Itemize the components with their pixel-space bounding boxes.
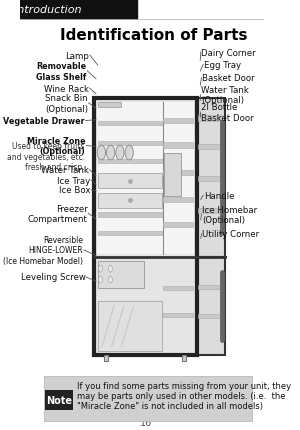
- Bar: [98, 301, 162, 351]
- Bar: [198, 145, 222, 150]
- Bar: [98, 261, 144, 288]
- Circle shape: [106, 146, 115, 160]
- Bar: [198, 208, 222, 213]
- Text: Water Tank: Water Tank: [41, 166, 89, 175]
- Bar: [164, 313, 193, 318]
- Bar: [164, 198, 193, 203]
- Text: Snack Bin
(Optional): Snack Bin (Optional): [45, 94, 88, 114]
- Circle shape: [108, 276, 112, 283]
- Bar: [98, 141, 162, 146]
- Text: Utility Corner: Utility Corner: [202, 230, 259, 239]
- Circle shape: [99, 266, 103, 273]
- Bar: [164, 154, 181, 197]
- Text: Handle: Handle: [204, 191, 234, 200]
- Text: Lamp: Lamp: [65, 52, 89, 60]
- Text: 2l Bottle
Basket Door: 2l Bottle Basket Door: [202, 103, 254, 123]
- Text: Miracle Zone
(Optional): Miracle Zone (Optional): [27, 136, 86, 156]
- Bar: [98, 176, 162, 181]
- Text: Introduction: Introduction: [15, 5, 83, 15]
- Text: If you find some parts missing from your unit, they
may be parts only used in ot: If you find some parts missing from your…: [77, 381, 291, 411]
- Text: Ice Homebar
(Optional): Ice Homebar (Optional): [202, 205, 257, 225]
- Bar: [98, 102, 121, 108]
- Bar: [182, 355, 186, 361]
- Text: Vegetable Drawer: Vegetable Drawer: [3, 117, 85, 126]
- Bar: [94, 99, 196, 355]
- Circle shape: [116, 146, 124, 160]
- Text: Water Tank
(Optional): Water Tank (Optional): [202, 86, 249, 105]
- Bar: [198, 176, 222, 181]
- Bar: [196, 99, 225, 258]
- Bar: [98, 122, 162, 126]
- Text: Freezer
Compartment: Freezer Compartment: [28, 204, 87, 224]
- Circle shape: [125, 146, 133, 160]
- Bar: [164, 286, 193, 291]
- Text: Basket Door: Basket Door: [202, 74, 255, 83]
- Bar: [98, 231, 162, 235]
- Bar: [98, 213, 162, 217]
- Text: Identification of Parts: Identification of Parts: [60, 28, 248, 43]
- Text: Reversible
HINGE-LOWER
(Ice Homebar Model): Reversible HINGE-LOWER (Ice Homebar Mode…: [3, 235, 83, 265]
- Bar: [164, 143, 193, 148]
- Text: 16: 16: [140, 417, 153, 427]
- Bar: [198, 314, 222, 319]
- Text: Wine Rack: Wine Rack: [44, 85, 89, 93]
- Bar: [97, 102, 194, 254]
- Text: Ice Tray: Ice Tray: [57, 176, 90, 185]
- Bar: [164, 222, 193, 227]
- Circle shape: [108, 266, 112, 273]
- Bar: [98, 195, 162, 199]
- Text: Egg Tray: Egg Tray: [204, 61, 241, 70]
- Bar: [196, 258, 225, 355]
- Circle shape: [97, 146, 106, 160]
- Bar: [98, 174, 162, 189]
- Bar: [20, 0, 137, 19]
- Bar: [98, 194, 162, 209]
- Bar: [198, 285, 222, 289]
- Text: Ice Box: Ice Box: [59, 186, 90, 195]
- Bar: [164, 170, 193, 175]
- Bar: [44, 376, 251, 421]
- Text: Note: Note: [46, 395, 72, 405]
- Bar: [98, 160, 162, 164]
- Circle shape: [99, 276, 103, 283]
- Bar: [45, 390, 73, 410]
- Bar: [198, 116, 222, 121]
- Bar: [164, 119, 193, 124]
- Text: Leveling Screw: Leveling Screw: [21, 273, 86, 282]
- Text: Removable
Glass Shelf: Removable Glass Shelf: [36, 62, 87, 82]
- Bar: [104, 355, 108, 361]
- Text: Dairy Corner: Dairy Corner: [202, 49, 256, 57]
- Text: Used to keep fruits
and vegetables, etc.
fresh and crisp.: Used to keep fruits and vegetables, etc.…: [7, 142, 85, 172]
